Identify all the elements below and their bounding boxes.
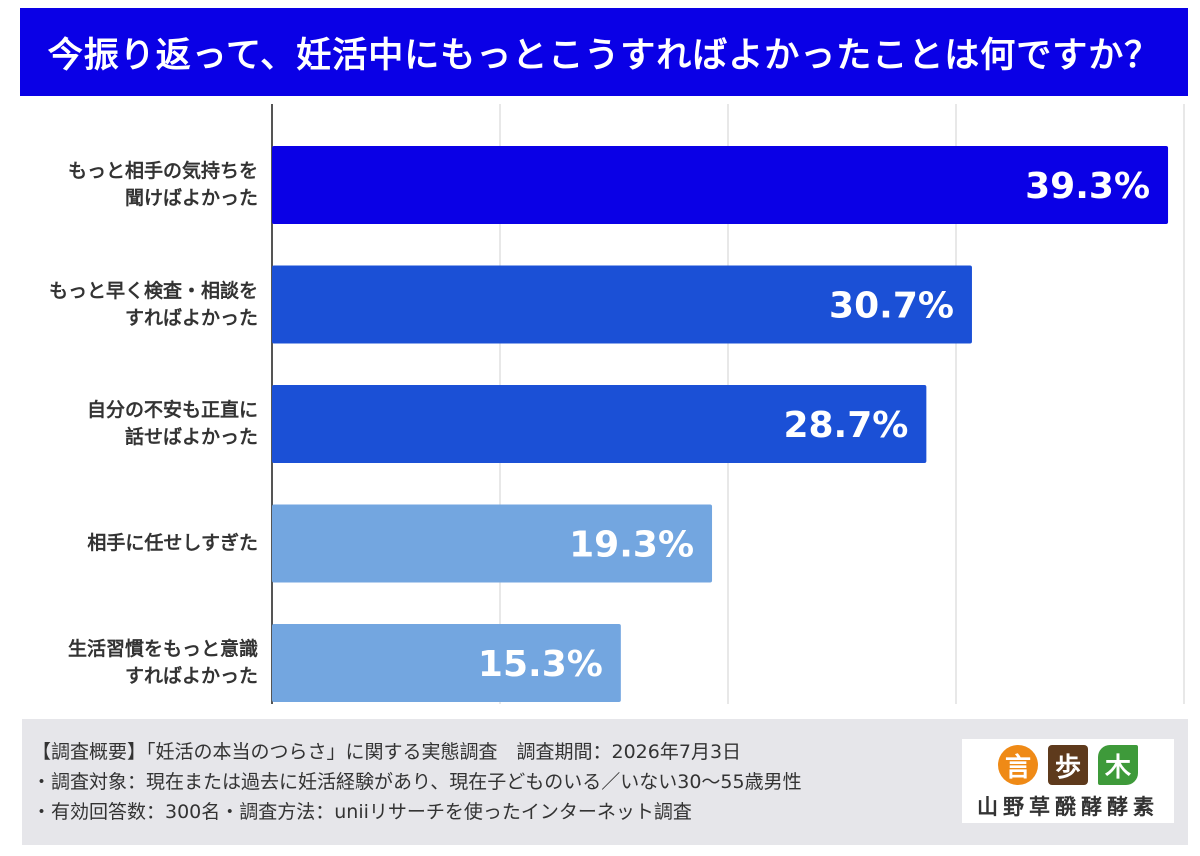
bar-value-label: 28.7% xyxy=(783,405,908,446)
category-label: もっと早く検査・相談を すればよかった xyxy=(48,279,258,329)
bar xyxy=(272,385,927,463)
bar xyxy=(272,265,972,344)
category-label: 生活習慣をもっと意識 すればよかった xyxy=(67,638,258,687)
bar-chart: 39.3% 30.7% 28.7% 19.3% 15.3% もっと相手の気持ちを 聞けば… xyxy=(0,104,1200,716)
logo-text: 山野草醗酵酵素 xyxy=(977,795,1159,819)
bar-value-label: 19.3% xyxy=(569,525,694,566)
bar-value-label: 30.7% xyxy=(829,286,954,327)
bar-value-label: 39.3% xyxy=(1025,166,1150,207)
category-label: 相手に任せしすぎた xyxy=(87,532,258,554)
logo-mark-1: 言 xyxy=(998,745,1038,785)
category-label: 自分の不安も正直に 話せばよかった xyxy=(86,399,258,448)
chart-title: 今振り返って、妊活中にもっとこうすればよかったことは何ですか？ xyxy=(20,8,1188,96)
chart-plot: 39.3% 30.7% 28.7% 19.3% 15.3% xyxy=(271,104,1185,704)
survey-method-line: ・有効回答数：300名・調査方法：uniiリサーチを使ったインターネット調査 xyxy=(32,801,692,823)
bar xyxy=(272,504,713,583)
logo-mark-2: 歩 xyxy=(1048,745,1088,785)
bar xyxy=(272,146,1169,224)
survey-overview-line: 【調査概要】「妊活の本当のつらさ」に関する実態調査 調査期間：2026年7月3日 xyxy=(32,741,742,763)
bar-value-label: 15.3% xyxy=(478,644,603,685)
logo-mark-3: 木 xyxy=(1098,745,1138,785)
brand-logo: 言 歩 木 山野草醗酵酵素 xyxy=(962,739,1174,823)
category-label: もっと相手の気持ちを 聞けばよかった xyxy=(67,160,258,209)
bar xyxy=(272,624,621,702)
survey-summary: 【調査概要】「妊活の本当のつらさ」に関する実態調査 調査期間：2026年7月3日… xyxy=(22,719,1188,845)
survey-target-line: ・調査対象：現在または過去に妊活経験があり、現在子どものいる／いない30〜55歳… xyxy=(32,771,802,793)
